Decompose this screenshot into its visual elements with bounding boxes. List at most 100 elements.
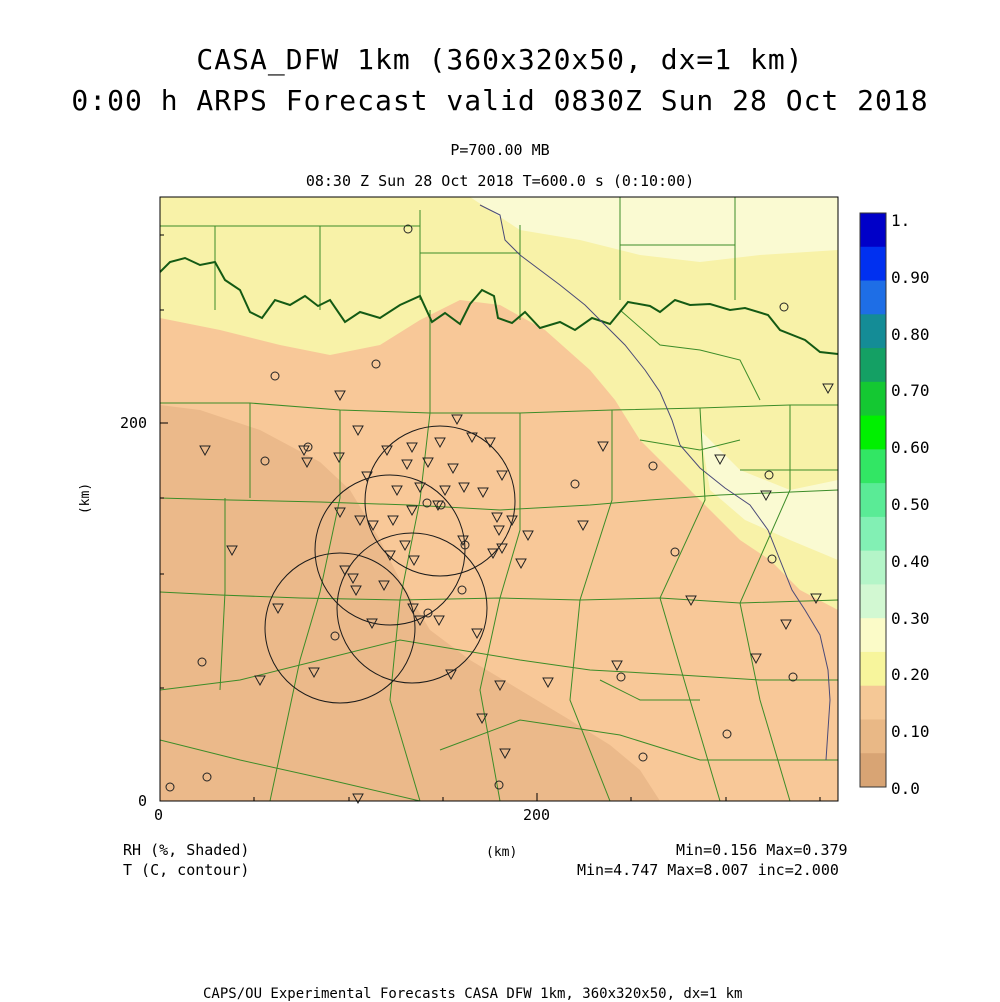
station-circle: [403, 224, 413, 234]
station-circle: [165, 782, 175, 792]
station-triangle: [685, 595, 697, 607]
station-triangle: [496, 543, 508, 555]
temperature-contours: [264, 425, 516, 704]
title-line-2: 0:00 h ARPS Forecast valid 0830Z Sun 28 …: [71, 84, 929, 117]
colorbar-swatch: [860, 618, 886, 653]
station-circle: [303, 442, 313, 452]
station-triangle: [407, 603, 419, 615]
colorbar-swatch: [860, 483, 886, 518]
station-triangle: [414, 482, 426, 494]
station-circle: [330, 631, 340, 641]
station-triangle: [333, 452, 345, 464]
colorbar-swatch: [860, 213, 886, 248]
colorbar-label: 0.70: [891, 381, 930, 401]
legend-rh: RH (%, Shaded): [123, 841, 250, 859]
station-triangle: [476, 713, 488, 725]
colorbar-swatch: [860, 449, 886, 484]
station-triangle: [408, 555, 420, 567]
county-line: [269, 410, 341, 801]
y-tick-0: 0: [138, 792, 148, 810]
station-circle: [570, 479, 580, 489]
station-triangle: [381, 445, 393, 457]
station-triangle: [308, 667, 320, 679]
station-triangle: [477, 487, 489, 499]
station-circle: [260, 456, 270, 466]
county-line: [659, 407, 721, 801]
county-line: [389, 310, 431, 801]
footer-credit: CAPS/OU Experimental Forecasts CASA DFW …: [203, 986, 743, 1002]
county-line: [439, 719, 838, 761]
temperature-contour: [264, 552, 416, 704]
pressure-level: P=700.00 MB: [450, 141, 550, 159]
legend-temperature: T (C, contour): [123, 861, 250, 879]
station-circle: [202, 772, 212, 782]
colorbar-label: 0.90: [891, 267, 930, 287]
station-circle: [423, 608, 433, 618]
station-triangle: [399, 540, 411, 552]
axis-ticks: [159, 197, 838, 802]
colorbar-swatch: [860, 348, 886, 383]
station-triangle: [384, 550, 396, 562]
station-triangle: [515, 558, 527, 570]
station-triangle: [406, 505, 418, 517]
station-triangle: [822, 383, 834, 395]
station-triangle: [391, 485, 403, 497]
station-triangle: [387, 515, 399, 527]
rh-shade-light-northeast: [470, 197, 838, 262]
colorbar-label: 0.80: [891, 324, 930, 344]
station-triangle: [226, 545, 238, 557]
station-circle: [371, 359, 381, 369]
station-triangle: [493, 525, 505, 537]
county-line: [160, 739, 421, 801]
station-triangle: [810, 593, 822, 605]
station-circle: [436, 500, 446, 510]
station-triangle: [401, 459, 413, 471]
station-triangle: [301, 457, 313, 469]
station-circle: [616, 672, 626, 682]
station-triangle: [750, 653, 762, 665]
station-triangle: [367, 520, 379, 532]
station-triangle: [339, 565, 351, 577]
station-triangle: [522, 530, 534, 542]
station-circle: [460, 540, 470, 550]
station-triangle: [361, 471, 373, 483]
station-triangle: [432, 500, 444, 512]
colorbar-swatch: [860, 246, 886, 282]
temperature-contour: [314, 474, 466, 626]
colorbar: [859, 212, 887, 788]
station-triangle: [422, 457, 434, 469]
station-triangle: [597, 441, 609, 453]
county-line: [639, 439, 741, 451]
title-line-1: CASA_DFW 1km (360x320x50, dx=1 km): [196, 43, 804, 76]
station-triangle: [254, 675, 266, 687]
station-triangle: [199, 445, 211, 457]
colorbar-label: 0.0: [891, 779, 920, 798]
station-triangle: [354, 515, 366, 527]
station-circle: [494, 780, 504, 790]
station-triangle: [458, 482, 470, 494]
temperature-contour: [364, 425, 516, 577]
station-triangle: [484, 437, 496, 449]
colorbar-swatch: [860, 415, 886, 450]
colorbar-label: 0.20: [891, 665, 930, 685]
colorbar-swatch: [860, 719, 886, 754]
station-triangle: [542, 677, 554, 689]
station-triangle: [334, 507, 346, 519]
valid-time-line: 08:30 Z Sun 28 Oct 2018 T=600.0 s (0:10:…: [305, 172, 695, 190]
colorbar-label: 0.40: [891, 551, 930, 571]
colorbar-swatch: [860, 753, 886, 788]
station-circle: [670, 547, 680, 557]
station-circle: [767, 554, 777, 564]
station-triangle: [350, 585, 362, 597]
county-line: [160, 489, 838, 511]
station-triangle: [577, 520, 589, 532]
x-tick-0: 0: [154, 806, 164, 824]
state-boundary-red-river: [160, 256, 838, 355]
station-triangle: [378, 580, 390, 592]
station-triangle: [334, 390, 346, 402]
y-tick-200: 200: [120, 414, 148, 432]
station-triangle: [457, 535, 469, 547]
station-circle: [457, 585, 467, 595]
county-boundaries: [160, 197, 838, 801]
